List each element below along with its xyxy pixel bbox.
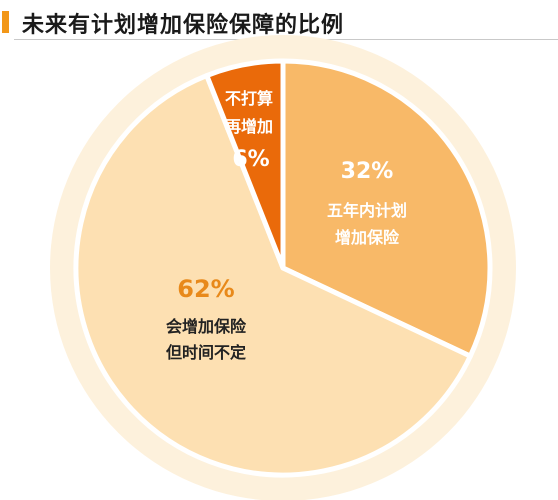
chart-title: 未来有计划增加保险保障的比例 [22,12,345,38]
slice-label-five-year-plan-line1: 五年内计划 [327,201,407,220]
slice-percent-label-no-plan: 6% [232,147,269,172]
slice-label-no-plan-line2: 再增加 [225,117,273,136]
pie-slices [73,58,493,478]
pie-slice-will-increase [73,73,473,478]
title-accent-bar [2,11,9,33]
pie-slice-no-plan [204,58,286,271]
pie-slice-five-year-plan [280,58,493,359]
slice-label-five-year-plan-line2: 增加保险 [335,228,400,247]
slice-percent-label-five-year-plan: 32% [341,159,394,184]
slice-percent-label-will-increase: 62% [177,275,234,303]
slice-label-no-plan-line1: 不打算 [225,89,273,108]
slice-label-will-increase-line2: 但时间不定 [166,343,246,362]
slice-label-will-increase-line1: 会增加保险 [166,317,247,336]
